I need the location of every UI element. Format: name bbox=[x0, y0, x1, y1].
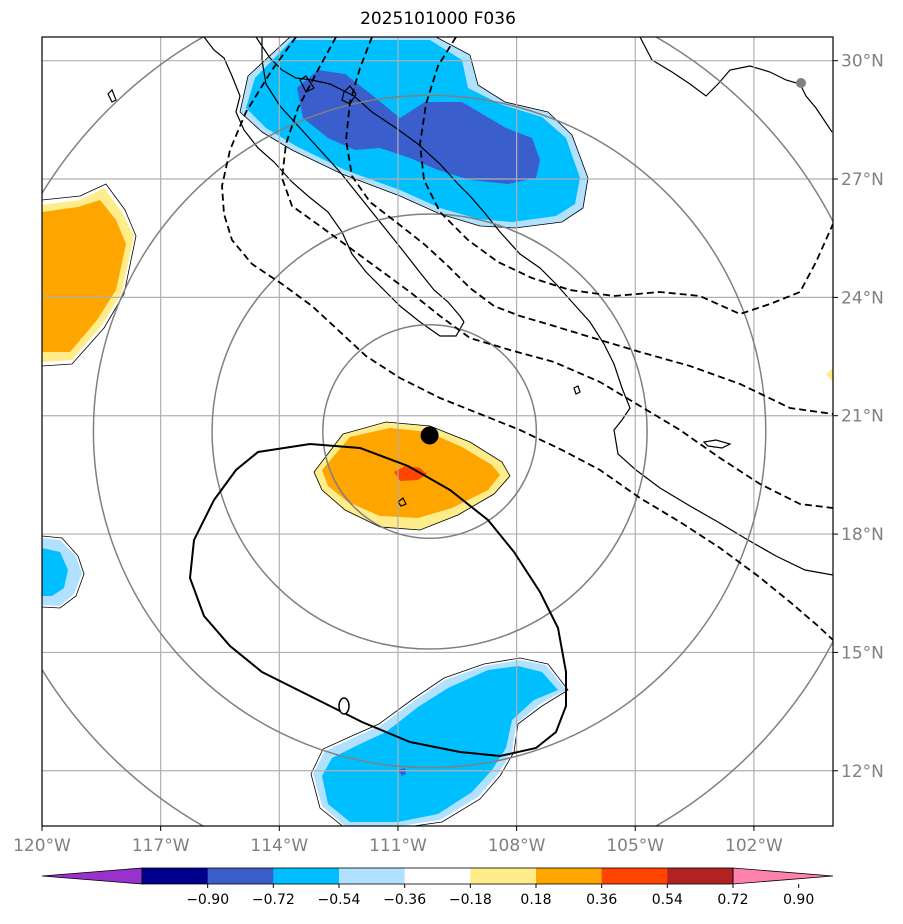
outline-central bbox=[313, 421, 511, 531]
range-ring bbox=[92, 94, 767, 769]
colorbar-tick-label: −0.18 bbox=[449, 892, 492, 908]
colorbar-segment bbox=[142, 868, 209, 884]
range-rings bbox=[42, 37, 833, 826]
colorbar: −0.90 −0.72 −0.54 −0.36 −0.18 0.18 0.36 0.54 0.7… bbox=[41, 867, 834, 908]
outline-west bbox=[42, 183, 137, 367]
colorbar-segment bbox=[667, 868, 734, 884]
lon-tick-label: 120°W bbox=[13, 836, 71, 856]
lon-tick-label: 108°W bbox=[488, 836, 546, 856]
cold-region-southwest bbox=[42, 548, 68, 596]
colorbar-segment bbox=[601, 868, 668, 884]
city-marker bbox=[796, 78, 806, 88]
cold-region-south-core bbox=[398, 768, 406, 776]
lat-tick-label: 15°N bbox=[841, 643, 884, 663]
filled-regions bbox=[42, 37, 833, 826]
chart-title: 2025101000 F036 bbox=[360, 9, 516, 29]
warm-region-west bbox=[42, 200, 126, 352]
us-border-coast bbox=[639, 37, 833, 133]
lat-tick-label: 21°N bbox=[841, 407, 884, 427]
dashed-contour-2 bbox=[281, 37, 833, 509]
lat-tick-label: 30°N bbox=[841, 52, 884, 72]
colorbar-segment bbox=[536, 868, 603, 884]
cold-region-south bbox=[322, 666, 558, 822]
zero-contour-label-marker bbox=[338, 697, 350, 715]
lat-tick-label: 12°N bbox=[841, 762, 884, 782]
dashed-contour-4 bbox=[419, 37, 833, 315]
colorbar-tick-label: −0.54 bbox=[318, 892, 361, 908]
colorbar-tick-label: 0.72 bbox=[717, 892, 748, 908]
dashed-contour-1 bbox=[221, 37, 833, 641]
colorbar-frame bbox=[141, 867, 734, 885]
lon-tick-label: 105°W bbox=[606, 836, 664, 856]
zero-contour bbox=[188, 442, 567, 758]
colorbar-segment bbox=[339, 868, 406, 884]
island-2 bbox=[702, 439, 732, 449]
lat-tick-label: 18°N bbox=[841, 525, 884, 545]
map-area bbox=[42, 37, 833, 826]
lat-tick-label: 24°N bbox=[841, 288, 884, 308]
island-5 bbox=[573, 385, 581, 395]
colorbar-extend-low bbox=[41, 867, 143, 885]
colorbar-segment bbox=[273, 868, 340, 884]
colorbar-tick-label: 0.18 bbox=[520, 892, 551, 908]
colorbar-segment bbox=[207, 868, 274, 884]
warm-speck-east bbox=[826, 368, 833, 382]
lon-tick-label: 111°W bbox=[369, 836, 427, 856]
colorbar-tick-label: 0.54 bbox=[652, 892, 683, 908]
range-ring bbox=[322, 323, 538, 540]
island-6 bbox=[299, 75, 315, 93]
lon-tick-label: 102°W bbox=[725, 836, 783, 856]
dashed-contours bbox=[221, 37, 833, 641]
lat-tick-label: 27°N bbox=[841, 170, 884, 190]
lon-tick-label: 117°W bbox=[132, 836, 190, 856]
island-4 bbox=[341, 85, 357, 105]
outline-southwest bbox=[42, 535, 85, 609]
mainland-coast bbox=[255, 37, 833, 576]
latitude-labels: 30°N 27°N 24°N 21°N 18°N 15°N 12°N bbox=[833, 52, 884, 782]
longitude-labels: 120°W 117°W 114°W 111°W 108°W 105°W 102°W bbox=[13, 826, 783, 856]
solid-contour bbox=[188, 442, 567, 758]
colorbar-tick-label: 0.90 bbox=[783, 892, 814, 908]
range-ring bbox=[211, 213, 648, 650]
lon-tick-label: 114°W bbox=[250, 836, 308, 856]
outline-north bbox=[239, 37, 589, 229]
warm-region-central-core bbox=[394, 466, 427, 481]
markers bbox=[420, 426, 439, 445]
map-frame bbox=[41, 36, 834, 827]
baja-peninsula-west-coast bbox=[203, 37, 465, 337]
colorbar-tick-label: 0.36 bbox=[586, 892, 617, 908]
colorbar-segment bbox=[404, 868, 471, 884]
island-1 bbox=[107, 88, 117, 103]
island-3 bbox=[397, 497, 407, 507]
storm-center-marker bbox=[420, 426, 439, 445]
colorbar-tick-label: −0.90 bbox=[186, 892, 229, 908]
colorbar-extend-high bbox=[732, 867, 834, 885]
cold-region-north-core bbox=[297, 70, 540, 184]
dashed-contour-3 bbox=[345, 37, 833, 415]
coastlines bbox=[107, 37, 833, 576]
colorbar-tick-label: −0.36 bbox=[383, 892, 426, 908]
outline-south bbox=[310, 657, 569, 826]
region-outlines bbox=[42, 37, 589, 826]
colorbar-tick-label: −0.72 bbox=[252, 892, 295, 908]
baja-peninsula-east-coast bbox=[261, 37, 465, 323]
colorbar-segment bbox=[470, 868, 537, 884]
